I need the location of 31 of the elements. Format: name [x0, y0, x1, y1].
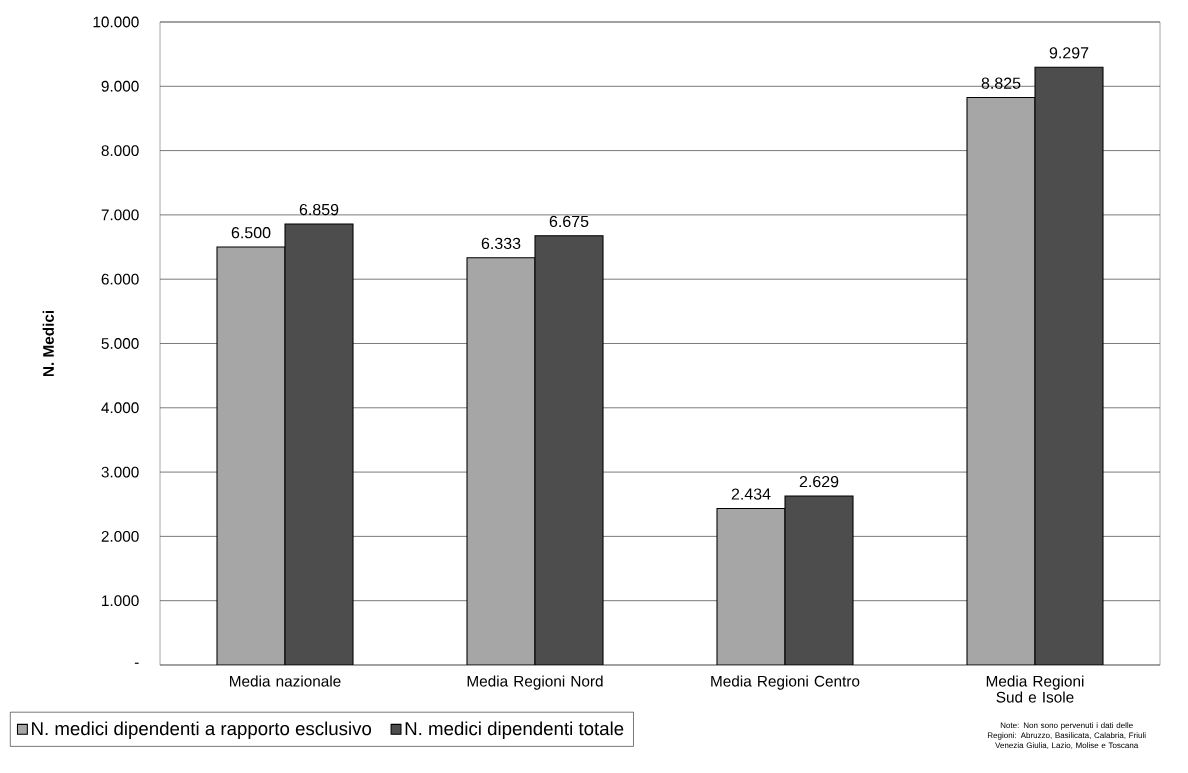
x-tick-label: Media Regioni Sud e Isole — [986, 675, 1084, 703]
y-tick-label: 7.000 — [101, 209, 139, 221]
x-tick-label: Media nazionale — [230, 675, 341, 687]
legend-label: N. medici dipendenti a rapporto esclusivo — [32, 721, 372, 739]
data-label: 9.297 — [1049, 47, 1089, 59]
y-tick-label: 3.000 — [101, 466, 139, 478]
y-tick-label: 1.000 — [102, 595, 139, 607]
x-tick-label: Media Regioni Centro — [711, 675, 860, 690]
legend-label: N. medici dipendenti totale — [405, 721, 624, 739]
bar — [216, 246, 286, 665]
data-label: 6.859 — [299, 203, 339, 216]
y-tick-label: 2.000 — [101, 530, 139, 542]
bar — [966, 97, 1036, 665]
x-tick-label: Media Regioni Nord — [467, 675, 603, 690]
y-tick-label: 9.000 — [101, 80, 139, 92]
bar — [716, 507, 786, 665]
y-tick-label: 8.000 — [101, 145, 139, 157]
data-label: 2.629 — [799, 475, 839, 488]
y-tick-label: 6.000 — [101, 273, 139, 285]
y-axis-title: N. Medici — [42, 310, 54, 377]
data-label: 8.825 — [981, 77, 1021, 89]
data-label: 6.333 — [481, 237, 521, 250]
y-tick-label: 10.000 — [93, 16, 139, 28]
text: Note: Non sono pervenuti i dati delle Regioni: Abruzzo, Basilicata, Calabria, Friuli Venezia Giulia, Lazio, Molise e Toscana — [987, 722, 1146, 750]
data-label: 6.675 — [549, 215, 589, 228]
y-tick-label: - — [134, 662, 139, 664]
data-label: 6.500 — [231, 227, 271, 239]
y-tick-label: 5.000 — [101, 338, 139, 349]
bar — [466, 257, 536, 665]
data-label: 2.434 — [731, 488, 771, 500]
y-tick-label: 4.000 — [101, 402, 139, 414]
